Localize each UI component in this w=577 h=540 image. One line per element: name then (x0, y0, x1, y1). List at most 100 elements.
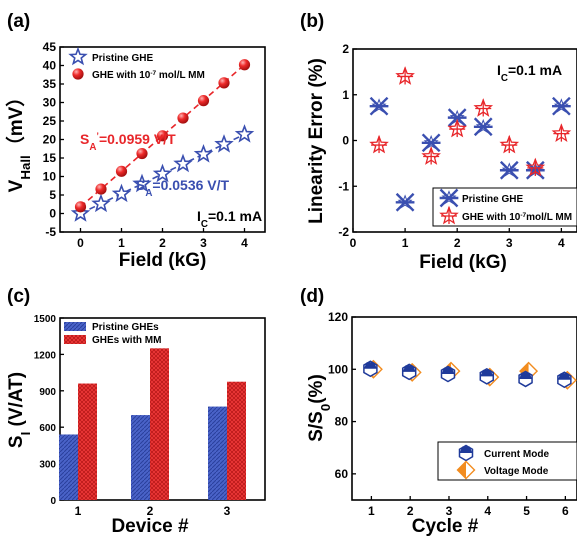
data-point-0 (363, 360, 378, 378)
x-tick-label: 0 (77, 236, 84, 250)
fit-line-1 (79, 64, 246, 208)
annotation-b-0: IC=0.1 mA (497, 62, 562, 84)
bar-pristine-1 (59, 434, 78, 500)
y-tick-label: 1200 (34, 350, 57, 361)
hexagon-fill (402, 365, 416, 372)
y-tick-label: 10 (43, 170, 57, 184)
text-part: =0.0536 V/T (152, 177, 229, 193)
data-point-0 (557, 371, 572, 389)
y-tick-label: 0 (50, 496, 56, 507)
y-tick-label: 300 (39, 460, 56, 471)
legend-entry-0: Current Mode (484, 449, 549, 460)
text-part: GHE with 10 (462, 212, 521, 223)
data-point-1 (238, 59, 251, 71)
x-tick-label: 4 (241, 236, 248, 250)
y-axis-label-b: Linearity Error (%) (306, 58, 327, 224)
legend-marker-0 (458, 444, 474, 462)
legend-entry-0: Pristine GHE (92, 53, 153, 64)
legend-marker-1 (439, 205, 459, 225)
text-part: =0.0959 V/T (99, 131, 176, 147)
data-point-1 (197, 95, 210, 107)
plot-frame-d (351, 316, 577, 501)
hexagon-fill (557, 373, 571, 380)
y-tick-label: -5 (45, 225, 56, 239)
hexagon-fill (441, 367, 455, 374)
x-tick-label: 3 (446, 504, 453, 518)
y-tick-label: -2 (338, 225, 349, 239)
legend-entry-1: GHE with 10-7 mol/L MM (92, 70, 205, 82)
diamond-fill (457, 461, 466, 479)
legend-marker-1 (456, 460, 476, 480)
text-part: =0.1 mA (508, 62, 562, 78)
annotation-a-2: IC=0.1 mA (197, 208, 262, 230)
asterisk-star (371, 98, 387, 113)
x-tick-label: 6 (562, 504, 569, 518)
text-part: A (145, 188, 152, 199)
x-axis-label-d: Cycle # (412, 516, 479, 537)
x-axis-label-b: Field (kG) (419, 252, 507, 273)
y-label-unit: （mV） (4, 88, 27, 156)
text-part: mol/L MM (526, 212, 572, 223)
y-tick-label: 40 (43, 59, 57, 73)
y-tick-label: 5 (49, 188, 56, 202)
data-point-1 (525, 157, 546, 177)
y-tick-label: 0 (49, 207, 56, 221)
y-tick-label: 35 (43, 77, 57, 91)
data-point-1 (156, 130, 169, 142)
x-tick-label: 3 (506, 236, 513, 250)
data-point-0 (369, 96, 389, 116)
x-axis-label-c: Device # (111, 516, 189, 537)
bar-mm-1 (78, 383, 97, 500)
panel-label-a: (a) (7, 11, 30, 32)
data-point-0 (440, 365, 456, 383)
x-tick-label: 4 (484, 504, 491, 518)
data-point-1 (473, 98, 494, 117)
x-tick-label: 3 (224, 504, 231, 518)
y-label-sub: 0 (318, 404, 333, 411)
data-point-0 (552, 96, 571, 116)
text-part: A (89, 142, 96, 153)
legend-entry-1: GHEs with MM (92, 335, 161, 346)
text-part: I (197, 208, 201, 224)
y-label-unit: (%) (306, 374, 327, 404)
y-tick-label: 80 (335, 415, 349, 429)
data-point-0 (193, 144, 214, 163)
hexagon-fill (480, 369, 494, 377)
panel-label-d: (d) (300, 286, 324, 307)
legend-entry-1: GHE with 10-7mol/L MM (462, 212, 572, 224)
asterisk-star (553, 98, 569, 113)
legend-entry-0: Pristine GHE (462, 194, 523, 205)
data-point-0 (395, 192, 415, 212)
text-part: GHE with 10 (92, 70, 151, 81)
data-point-0 (401, 363, 417, 381)
y-tick-label: 600 (39, 423, 56, 434)
data-point-0 (499, 160, 519, 180)
data-point-1 (136, 147, 148, 160)
legend-marker-1 (72, 68, 84, 80)
y-axis-label-c: SI (V/AT) (6, 372, 33, 448)
y-tick-label: 15 (43, 151, 57, 165)
data-point-0 (518, 370, 533, 388)
data-point-0 (152, 163, 173, 183)
data-point-1 (447, 118, 468, 138)
x-tick-label: 2 (454, 236, 461, 250)
legend-swatch-1 (64, 335, 86, 344)
panel-label-b: (b) (300, 11, 324, 32)
data-point-0 (214, 134, 234, 153)
data-point-0 (473, 117, 493, 137)
text-part: S (80, 131, 89, 147)
x-axis-label-a: Field (kG) (119, 250, 207, 271)
text-part: I (497, 62, 501, 78)
x-tick-label: 1 (402, 236, 409, 250)
y-tick-label: 1500 (34, 314, 57, 325)
data-point-0 (91, 193, 111, 213)
data-point-1 (551, 123, 572, 142)
y-tick-label: 100 (328, 362, 348, 376)
data-point-0 (421, 133, 441, 153)
data-point-0 (111, 183, 132, 203)
hexagon-fill (519, 372, 533, 379)
x-tick-label: 5 (523, 504, 530, 518)
y-label-sub: I (18, 432, 33, 436)
y-label-main: V (6, 179, 27, 192)
y-tick-label: 120 (328, 310, 348, 324)
